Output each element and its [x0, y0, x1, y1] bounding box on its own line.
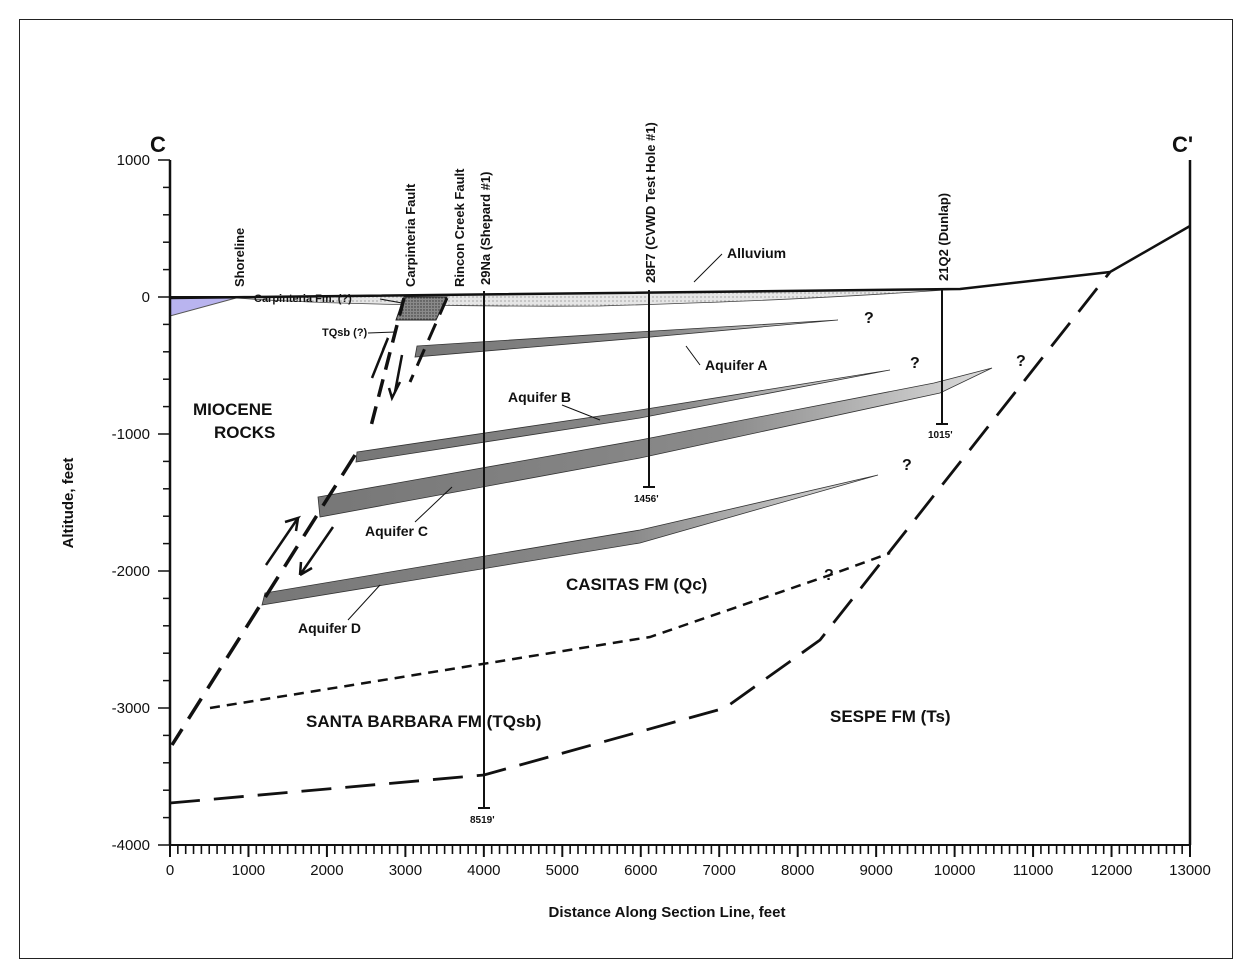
carpinteria-fm-leader [379, 298, 403, 304]
carpinteria-fm-label: Carpinteria Fm. (?) [254, 293, 352, 305]
well-29na-label: 29Na (Shepard #1) [478, 172, 493, 285]
santa-barbara-label: SANTA BARBARA FM (TQsb) [306, 712, 541, 731]
figure-frame [19, 19, 1233, 959]
alluvium-leader [693, 253, 723, 283]
aquifer-a-leader [685, 345, 701, 366]
y-tick-label: 0 [142, 289, 150, 306]
well-29na: 29Na (Shepard #1) 8519' [470, 172, 495, 826]
y-tick-label: -3000 [112, 700, 150, 717]
aquifer-a-label: Aquifer A [705, 357, 767, 373]
x-axis-ticks: 0 1000 2000 3000 4000 5000 6000 7000 8000 9000 100… [166, 845, 1211, 879]
x-tick-label: 2000 [310, 862, 343, 879]
x-tick-label: 8000 [781, 862, 814, 879]
x-tick-label: 11000 [1013, 862, 1054, 879]
land-surface [169, 224, 1191, 300]
aquifer-b-leader [561, 404, 601, 421]
section-end-label: C' [1172, 132, 1193, 157]
casitas-label: CASITAS FM (Qc) [566, 575, 707, 594]
santa-barbara-base-contact [169, 271, 1112, 805]
y-axis-ticks: 1000 0 -1000 -2000 -3000 -4000 [112, 152, 170, 854]
query-aquifer-b: ? [910, 355, 920, 372]
query-aquifer-c: ? [1016, 353, 1026, 370]
aquifer-c-leader [414, 486, 453, 523]
x-tick-label: 3000 [389, 862, 422, 879]
x-tick-label: 13000 [1169, 862, 1211, 879]
section-start-label: C [150, 132, 166, 157]
y-tick-label: 1000 [117, 152, 150, 169]
query-casitas-base: ? [824, 567, 834, 584]
y-tick-label: -4000 [112, 837, 150, 854]
aquifer-d-label: Aquifer D [298, 620, 361, 636]
shoreline-label: Shoreline [232, 228, 247, 287]
x-tick-label: 6000 [624, 862, 657, 879]
x-tick-label: 4000 [467, 862, 500, 879]
well-29na-depth: 8519' [470, 815, 495, 826]
carpinteria-fault-line [368, 297, 406, 431]
fault-arrows-upper [370, 337, 404, 402]
tqsb-leader [367, 331, 397, 334]
miocene-label-2: ROCKS [214, 423, 275, 442]
x-tick-label: 5000 [546, 862, 579, 879]
well-28f7-depth: 1456' [634, 494, 659, 505]
aquifer-c [317, 367, 993, 518]
well-21q2: 21Q2 (Dunlap) 1015' [928, 193, 953, 441]
rincon-fault-label: Rincon Creek Fault [452, 168, 467, 287]
tqsb-label: TQsb (?) [322, 327, 368, 339]
well-28f7: 28F7 (CVWD Test Hole #1) 1456' [634, 122, 659, 505]
carpinteria-fault-lower [170, 454, 357, 746]
well-28f7-label: 28F7 (CVWD Test Hole #1) [643, 122, 658, 283]
rincon-fault-line [408, 297, 449, 383]
aquifer-d-leader [347, 584, 381, 621]
aquifer-b-label: Aquifer B [508, 389, 571, 405]
sespe-label: SESPE FM (Ts) [830, 707, 951, 726]
alluvium-label: Alluvium [727, 245, 786, 261]
aquifer-c-label: Aquifer C [365, 523, 428, 539]
fault-arrows-lower [264, 515, 335, 577]
x-tick-label: 12000 [1091, 862, 1133, 879]
carpinteria-fault-label: Carpinteria Fault [403, 183, 418, 287]
y-tick-label: -1000 [112, 426, 150, 443]
casitas-base-contact [209, 551, 891, 710]
x-tick-label: 9000 [859, 862, 892, 879]
y-axis-title: Altitude, feet [60, 458, 77, 549]
ocean-wedge [169, 297, 237, 317]
aquifer-a [414, 319, 839, 358]
x-tick-label: 0 [166, 862, 174, 879]
aquifer-d [261, 474, 879, 606]
x-axis-title: Distance Along Section Line, feet [549, 904, 786, 921]
well-21q2-label: 21Q2 (Dunlap) [936, 193, 951, 281]
y-tick-label: -2000 [112, 563, 150, 580]
query-aquifer-a: ? [864, 310, 874, 327]
miocene-label-1: MIOCENE [193, 400, 272, 419]
well-21q2-depth: 1015' [928, 430, 953, 441]
x-tick-label: 10000 [934, 862, 976, 879]
query-aquifer-d: ? [902, 457, 912, 474]
x-tick-label: 7000 [703, 862, 736, 879]
x-tick-label: 1000 [232, 862, 265, 879]
